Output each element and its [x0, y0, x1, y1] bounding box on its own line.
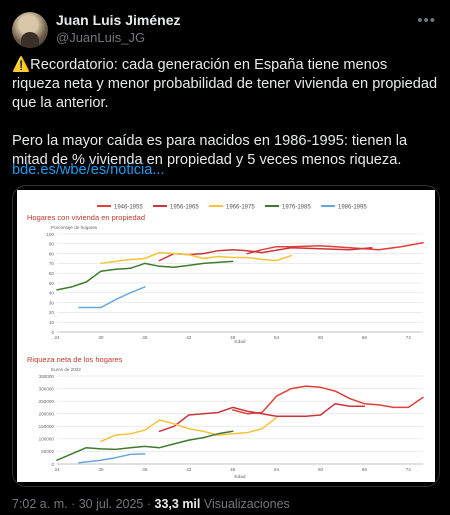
x-tick-label: 36: [142, 467, 148, 472]
x-tick-label: 24: [54, 467, 60, 472]
y-tick-label: 150000: [39, 424, 55, 429]
legend-label: 1976-1985: [282, 205, 311, 211]
x-tick-label: 60: [318, 335, 324, 340]
x-tick-label: 42: [186, 467, 192, 472]
legend-label: 1946-1955: [114, 205, 143, 211]
meta-separator: ·: [71, 497, 76, 511]
x-tick-label: 24: [54, 335, 60, 340]
y-tick-label: 250000: [39, 399, 55, 404]
tweet-text: ⚠️Recordatorio: cada generación en Españ…: [12, 56, 438, 170]
y-tick-label: 20: [49, 310, 55, 315]
y-tick-label: 200000: [39, 412, 55, 417]
tweet-link[interactable]: bde.es/wbe/es/noticia...: [12, 162, 165, 178]
tweet-time[interactable]: 7:02 a. m.: [12, 497, 68, 511]
y-tick-label: 40: [49, 291, 55, 296]
tweet-media[interactable]: 1946-1955 1956-1965 1966-1975 1976-1985 1986…: [12, 185, 440, 487]
tweet-meta: 7:02 a. m. · 30 jul. 2025 · 33,3 mil Vis…: [12, 497, 290, 511]
x-tick-label: 72: [406, 467, 412, 472]
chart-subtitle: Porcentaje de hogares: [51, 225, 98, 230]
y-tick-label: 50: [49, 281, 55, 286]
chart-title: Riqueza neta de los hogares: [27, 355, 123, 364]
y-tick-label: 90: [49, 242, 55, 247]
x-tick-label: 60: [318, 467, 324, 472]
series-line: [231, 385, 424, 415]
x-tick-label: 30: [98, 467, 104, 472]
x-tick-label: 66: [362, 335, 368, 340]
author-name[interactable]: Juan Luis Jiménez: [56, 12, 181, 28]
x-tick-label: 66: [362, 467, 368, 472]
chart-title: Hogares con vivienda en propiedad: [27, 213, 145, 222]
tweet-date[interactable]: 30 jul. 2025: [78, 497, 144, 511]
legend-label: 1956-1965: [170, 205, 199, 211]
tweet-paragraph-2: Pero la mayor caída es para nacidos en 1…: [12, 133, 408, 168]
x-tick-label: 30: [98, 335, 104, 340]
y-tick-label: 70: [49, 261, 55, 266]
y-tick-label: 100000: [39, 437, 55, 442]
chart-image: 1946-1955 1956-1965 1966-1975 1976-1985 1986…: [17, 190, 435, 482]
series-line: [100, 251, 292, 265]
x-axis-label: Edad: [234, 474, 246, 480]
charts-svg: 1946-1955 1956-1965 1966-1975 1976-1985 1986…: [27, 205, 424, 480]
avatar[interactable]: [12, 12, 48, 48]
legend-label: 1986-1995: [338, 205, 367, 211]
x-tick-label: 72: [406, 335, 412, 340]
y-tick-label: 100: [46, 232, 54, 237]
x-tick-label: 54: [274, 467, 280, 472]
x-tick-label: 48: [230, 467, 236, 472]
y-tick-label: 350000: [39, 374, 55, 379]
more-options-icon[interactable]: •••: [417, 12, 436, 29]
warning-icon: ⚠️: [12, 57, 31, 73]
y-tick-label: 300000: [39, 386, 55, 391]
x-tick-label: 48: [230, 335, 236, 340]
series-line: [78, 453, 146, 464]
chart-subtitle: Euros de 2022: [51, 367, 81, 372]
series-line: [56, 430, 234, 461]
x-tick-label: 42: [186, 335, 192, 340]
x-tick-label: 54: [274, 335, 280, 340]
series-line: [100, 416, 278, 443]
series-line: [56, 260, 234, 291]
series-line: [78, 286, 146, 309]
author-handle[interactable]: @JuanLuis_JG: [56, 30, 146, 45]
y-tick-label: 30: [49, 300, 55, 305]
tweet-paragraph-1: Recordatorio: cada generación en España …: [12, 57, 438, 111]
y-tick-label: 50000: [41, 449, 54, 454]
series-line: [158, 402, 366, 433]
y-tick-label: 10: [49, 320, 55, 325]
y-tick-label: 60: [49, 271, 55, 276]
y-tick-label: 80: [49, 251, 55, 256]
legend-label: 1966-1975: [226, 205, 255, 211]
y-tick-label: 0: [51, 330, 54, 335]
x-axis-label: Edad: [234, 339, 246, 345]
series-line: [246, 242, 424, 255]
x-tick-label: 36: [142, 335, 148, 340]
meta-separator: ·: [146, 497, 152, 511]
view-count: 33,3 mil: [154, 497, 201, 511]
y-tick-label: 0: [51, 462, 54, 467]
views-label: Visualizaciones: [203, 497, 290, 511]
